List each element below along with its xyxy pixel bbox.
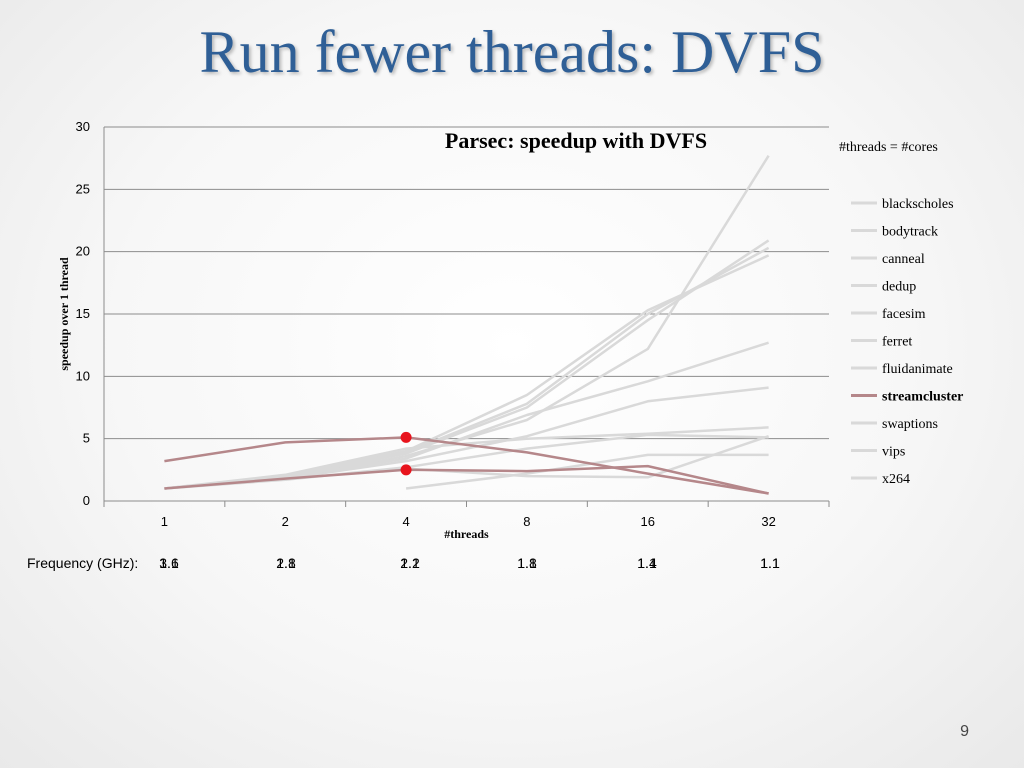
legend-entry: dedup	[882, 280, 916, 295]
legend-entry: streamcluster	[882, 390, 963, 405]
x-tick-label: 32	[761, 514, 775, 529]
legend-entry: blackscholes	[882, 197, 954, 212]
x-tick-label: 1	[161, 514, 168, 529]
legend-entry: vips	[882, 445, 905, 460]
series-line-streamcluster	[164, 436, 769, 495]
y-tick-label: 0	[83, 493, 90, 508]
y-tick-label: 20	[76, 244, 90, 259]
series-line-unnamed	[164, 464, 769, 495]
frequency-row: Frequency (GHz): 3.6 1.1 2.8 1.1 2.2 1.1…	[27, 555, 780, 571]
highlight-marker	[400, 464, 412, 476]
page-number: 9	[960, 723, 969, 740]
y-tick-label: 5	[83, 431, 90, 446]
legend-entry: bodytrack	[882, 225, 938, 240]
legend-note: #threads = #cores	[839, 140, 938, 155]
y-tick-label: 25	[76, 181, 90, 196]
series-line-fluidanimate	[164, 239, 770, 490]
series-line-blackscholes	[164, 246, 770, 490]
legend-entry: facesim	[882, 307, 926, 322]
frequency-label: Frequency (GHz):	[27, 555, 139, 571]
legend-entry: ferret	[882, 335, 912, 350]
x-tick-label: 8	[523, 514, 530, 529]
legend-entry: swaptions	[882, 417, 938, 432]
legend-entry: fluidanimate	[882, 362, 953, 377]
highlight-marker	[400, 431, 412, 443]
y-axis-label: speedup over 1 thread	[57, 257, 71, 371]
legend-entry: x264	[882, 472, 910, 487]
y-tick-label: 30	[76, 119, 90, 134]
y-tick-label: 10	[76, 368, 90, 383]
slide-title: Run fewer threads: DVFS	[199, 19, 825, 85]
y-tick-label: 15	[76, 306, 90, 321]
x-tick-label: 16	[641, 514, 655, 529]
series-line-x264	[406, 435, 770, 479]
x-axis-label: #threads	[444, 527, 489, 541]
chart-title: Parsec: speedup with DVFS	[445, 128, 707, 153]
x-tick-label: 4	[402, 514, 409, 529]
legend-entry: canneal	[882, 252, 925, 267]
x-tick-label: 2	[282, 514, 289, 529]
